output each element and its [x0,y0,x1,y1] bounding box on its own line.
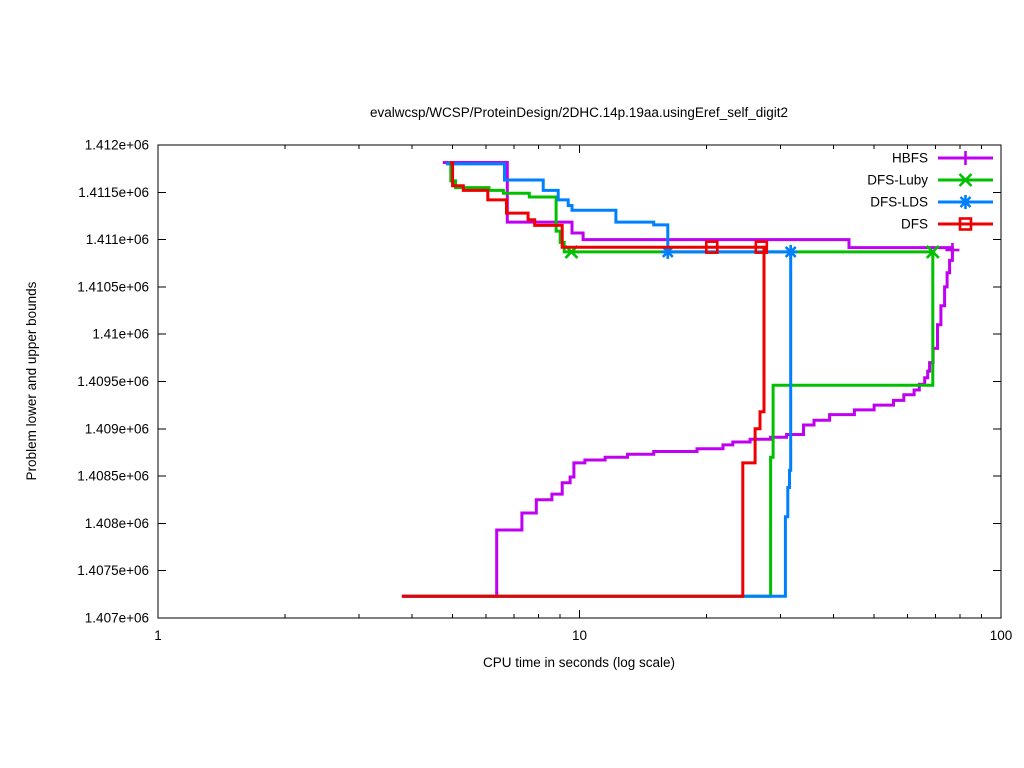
legend-item-dfs-luby: DFS-Luby [867,173,993,188]
series-dfs-lds [401,162,798,598]
data-point-marker-square-open [958,217,973,231]
y-axis-label: Problem lower and upper bounds [24,281,39,480]
hbfs-lower-bound-line [401,250,954,598]
series-dfs-luby [401,161,940,598]
y-tick-label: 1.4105e+06 [77,279,149,294]
dfs-luby-lower-bound-line [401,251,935,598]
data-point-marker-cross [958,173,973,187]
x-tick-label: 100 [990,628,1013,643]
legend-label: DFS-Luby [867,173,928,188]
y-tick-label: 1.41e+06 [92,327,149,342]
dfs-lds-lower-bound-line [401,251,793,598]
plot-border [157,144,1002,619]
legend-label: HBFS [892,151,928,166]
y-tick-label: 1.412e+06 [85,138,149,153]
legend: HBFS DFS-Luby DFS-LDS DFS [867,151,993,232]
legend-label: DFS-LDS [870,195,928,210]
x-tick-label: 1 [154,628,162,643]
legend-item-hbfs: HBFS [892,151,993,166]
plot-series [401,161,960,598]
y-tick-label: 1.408e+06 [85,516,149,531]
y-tick-label: 1.411e+06 [86,232,149,247]
dfs-upper-bound-line [450,161,767,249]
legend-label: DFS [901,217,928,232]
data-point-marker-square-open [754,240,769,254]
dfs-lds-upper-bound-line [445,162,791,254]
legend-item-dfs-lds: DFS-LDS [870,195,993,210]
y-tick-label: 1.4075e+06 [77,563,149,578]
data-point-marker-square-open [704,240,719,254]
y-tick-label: 1.4095e+06 [77,374,149,389]
y-tick-label: 1.4085e+06 [77,469,149,484]
chart-title: evalwcsp/WCSP/ProteinDesign/2DHC.14p.19a… [370,105,788,120]
y-tick-label: 1.409e+06 [85,421,149,436]
dfs-lower-bound-line [401,245,767,598]
data-point-marker-star [958,195,973,209]
data-point-marker-plus [958,151,973,165]
series-hbfs [401,161,960,598]
x-axis-label: CPU time in seconds (log scale) [483,655,675,670]
data-point-marker-star [783,244,798,259]
data-point-marker-cross [925,244,940,259]
data-point-marker-plus [945,243,960,258]
series-dfs [401,161,769,598]
x-tick-label: 10 [572,628,587,643]
plot-frame: 1 10 100 1.407e+06 1.4075e+06 1.408e+06 1.4085… [77,138,1012,644]
y-tick-label: 1.407e+06 [85,611,149,626]
legend-item-dfs: DFS [901,217,993,232]
y-tick-label: 1.4115e+06 [78,185,149,200]
